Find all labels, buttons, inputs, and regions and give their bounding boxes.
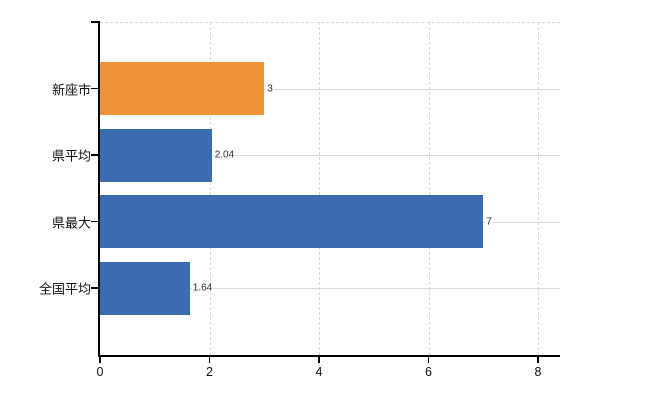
bar [100, 128, 212, 182]
y-tick [91, 220, 98, 223]
bar [100, 261, 190, 315]
bar-value-label: 2.04 [213, 149, 236, 161]
x-axis-line [98, 355, 560, 357]
x-tick [427, 357, 430, 363]
bar-value-label: 7 [485, 216, 493, 227]
x-tick [208, 357, 211, 363]
category-label: 県最大 [51, 215, 91, 230]
bar [100, 62, 265, 115]
category-label: 新座市 [51, 82, 91, 97]
vertical-gridline [538, 22, 539, 355]
plot-area: 3 2.04 7 1.64 [100, 22, 560, 355]
horizontal-gridline [100, 88, 560, 90]
vertical-gridline [319, 22, 320, 355]
vertical-gridline [428, 22, 430, 355]
vertical-gridline [209, 22, 211, 355]
y-tick [91, 154, 98, 156]
bar-value-label: 3 [266, 83, 274, 94]
x-tick-label: 8 [534, 365, 542, 379]
x-tick-label: 0 [96, 365, 104, 379]
x-tick-label: 6 [425, 365, 432, 379]
y-tick [91, 87, 98, 90]
y-tick [91, 287, 98, 289]
bar [100, 195, 484, 248]
category-label: 県平均 [51, 148, 91, 164]
x-tick [318, 357, 320, 363]
horizontal-gridline [100, 288, 560, 289]
x-tick-label: 2 [206, 365, 213, 379]
y-tick [91, 21, 98, 23]
horizontal-gridline [100, 22, 560, 23]
x-tick [99, 357, 101, 363]
x-tick-label: 4 [315, 365, 323, 379]
y-axis-line [98, 21, 100, 357]
horizontal-gridline [100, 155, 560, 156]
bar-value-label: 1.64 [191, 282, 214, 294]
x-tick [537, 357, 539, 363]
category-label: 全国平均 [38, 281, 91, 297]
